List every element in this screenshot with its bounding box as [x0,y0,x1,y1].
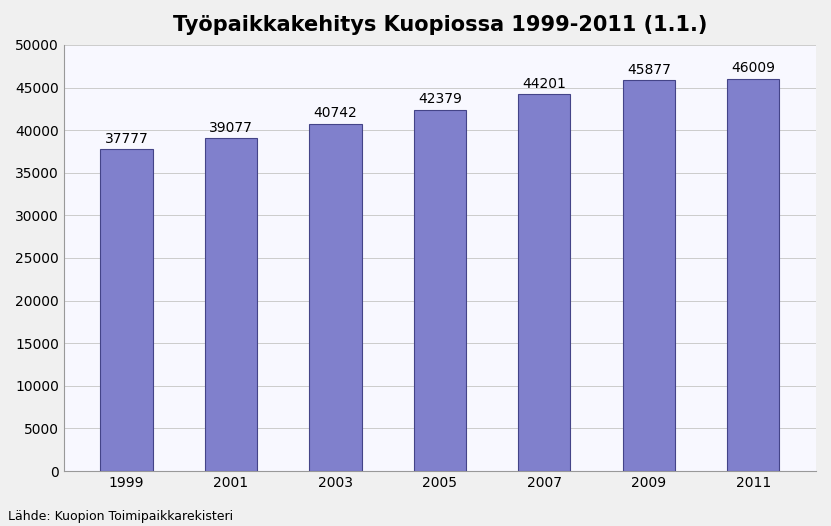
Bar [622,80,675,471]
Text: 42379: 42379 [418,93,462,106]
Text: 46009: 46009 [731,62,775,76]
Text: 45877: 45877 [627,63,671,77]
Text: 39077: 39077 [209,120,253,135]
Bar [204,138,257,471]
Text: Lähde: Kuopion Toimipaikkarekisteri: Lähde: Kuopion Toimipaikkarekisteri [8,510,234,523]
Bar [519,94,570,471]
Bar [727,79,779,471]
Bar [101,149,153,471]
Text: 37777: 37777 [105,132,148,146]
Text: 40742: 40742 [313,106,357,120]
Text: 44201: 44201 [523,77,566,91]
Title: Työpaikkakehitys Kuopiossa 1999-2011 (1.1.): Työpaikkakehitys Kuopiossa 1999-2011 (1.… [173,15,707,35]
Bar [414,110,466,471]
Bar [309,124,361,471]
